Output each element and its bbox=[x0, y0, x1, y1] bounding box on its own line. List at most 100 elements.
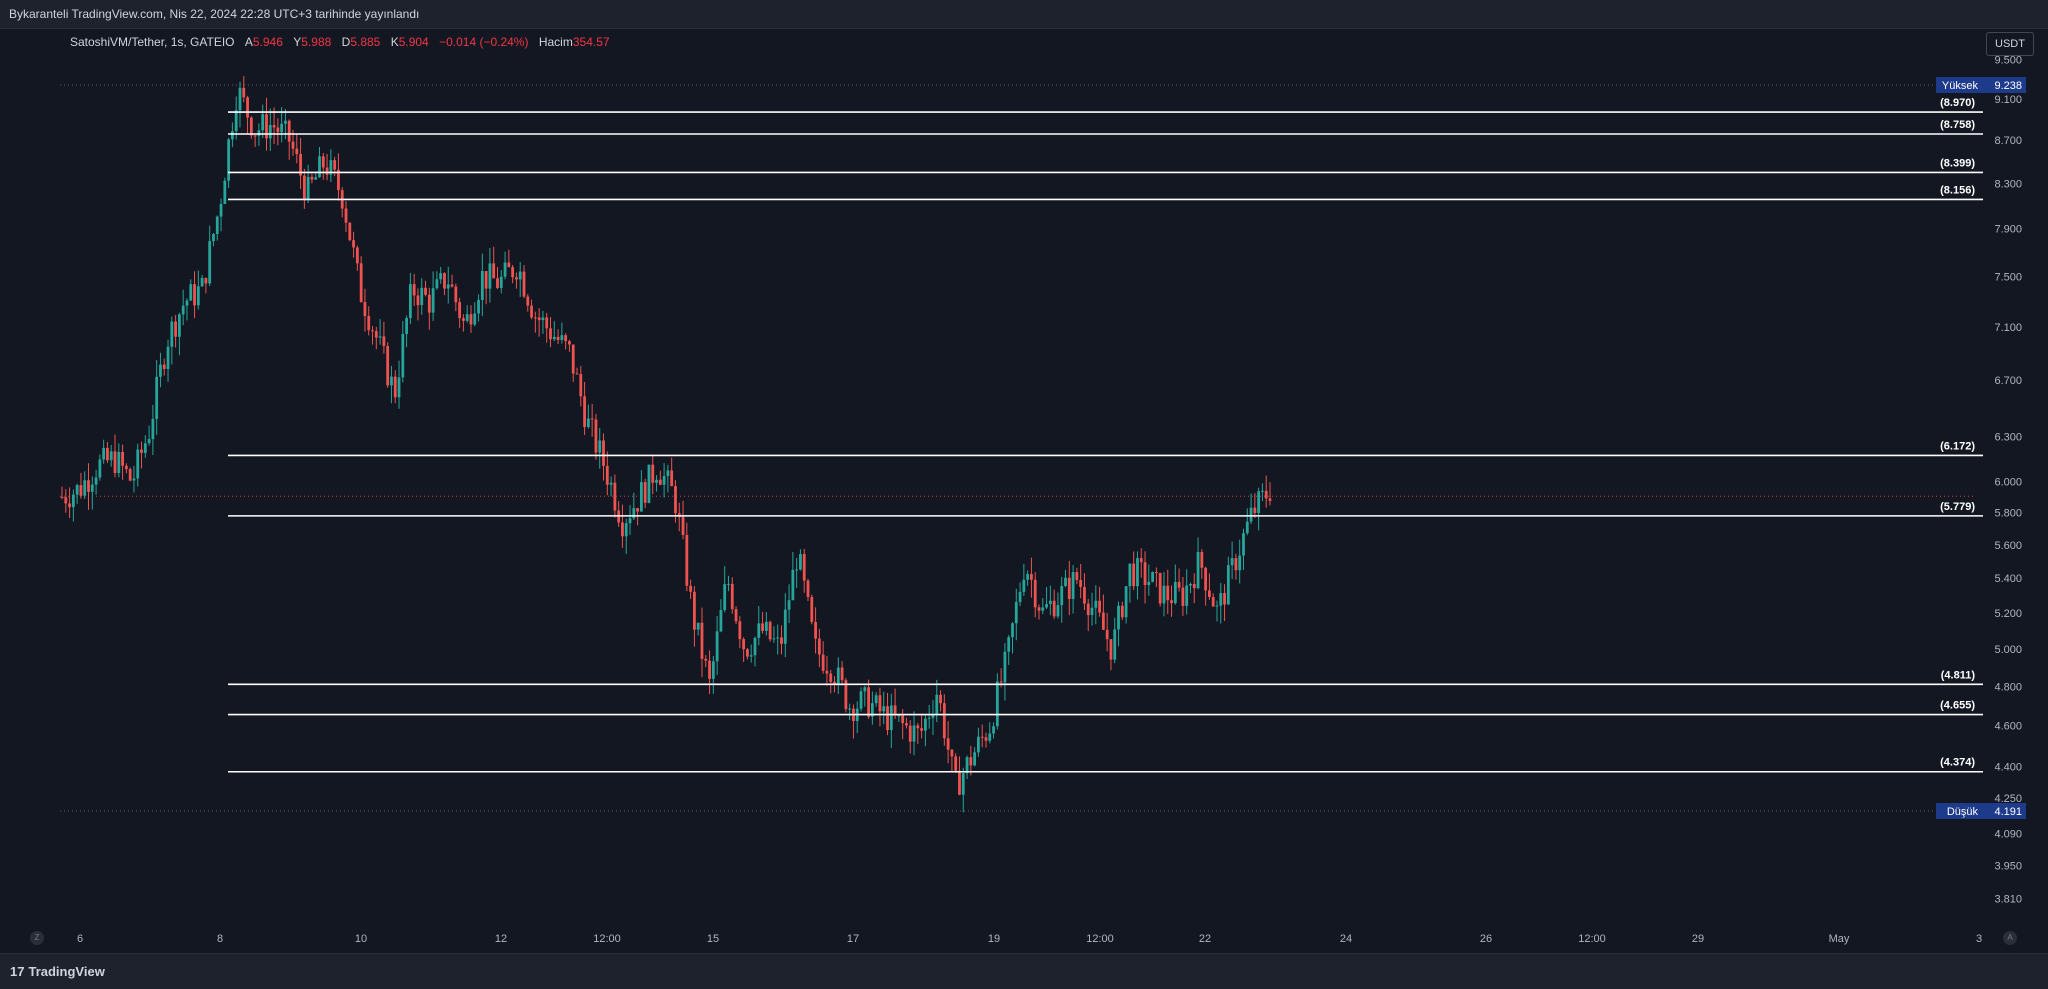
volume-value: 354.57 bbox=[572, 35, 610, 49]
candle-body bbox=[147, 439, 151, 444]
symbol-title[interactable]: SatoshiVM/Tether, 1s, GATEIO bbox=[70, 35, 235, 49]
candle-body bbox=[685, 535, 689, 586]
candle-body bbox=[1136, 558, 1139, 587]
open-label: A bbox=[244, 35, 253, 49]
candle-body bbox=[408, 284, 412, 319]
candle-body bbox=[363, 302, 367, 317]
candle-body bbox=[575, 373, 579, 375]
candle-body bbox=[352, 240, 355, 248]
candle-body bbox=[643, 482, 647, 503]
x-tick-label: 15 bbox=[707, 933, 719, 945]
candle-body bbox=[715, 631, 719, 662]
candle-body bbox=[859, 691, 863, 709]
currency-button[interactable]: USDT bbox=[1986, 32, 2034, 56]
candle-body bbox=[814, 622, 817, 639]
candle-body bbox=[75, 485, 79, 495]
candle-body bbox=[1007, 637, 1011, 652]
candle-body bbox=[295, 148, 299, 155]
candle-body bbox=[174, 321, 178, 337]
chart-area[interactable] bbox=[0, 29, 2048, 953]
session-low-value: 4.191 bbox=[1994, 806, 2022, 818]
candle-body bbox=[374, 331, 378, 338]
candle-body bbox=[424, 287, 427, 295]
candle-body bbox=[106, 447, 109, 461]
candle-body bbox=[958, 770, 961, 795]
candle-body bbox=[1003, 651, 1007, 683]
candle-body bbox=[518, 271, 522, 280]
candle-body bbox=[458, 302, 462, 319]
candle-body bbox=[450, 284, 454, 287]
auto-scale-button[interactable]: A bbox=[2003, 931, 2017, 945]
candle-body bbox=[371, 330, 374, 332]
candle-body bbox=[1249, 507, 1253, 522]
candle-body bbox=[639, 482, 643, 512]
candle-body bbox=[1238, 555, 1242, 571]
candle-body bbox=[1215, 605, 1219, 607]
candle-body bbox=[484, 271, 488, 289]
candle-body bbox=[515, 277, 518, 280]
y-tick-label: 4.400 bbox=[1994, 761, 2022, 773]
candle-body bbox=[980, 736, 984, 738]
scale-mode-button[interactable]: Z bbox=[30, 931, 44, 945]
candle-body bbox=[325, 167, 329, 175]
candle-body bbox=[526, 296, 530, 306]
candle-body bbox=[1067, 577, 1071, 599]
candle-body bbox=[1011, 623, 1014, 638]
candle-body bbox=[121, 451, 124, 466]
candle-body bbox=[1245, 521, 1249, 534]
y-tick-label: 6.700 bbox=[1994, 375, 2022, 387]
candle-body bbox=[579, 374, 583, 397]
candle-body bbox=[507, 262, 511, 268]
candle-body bbox=[1071, 572, 1075, 599]
candle-body bbox=[844, 680, 848, 710]
x-tick-label: 3 bbox=[1976, 933, 1982, 945]
candle-body bbox=[242, 87, 246, 98]
candle-body bbox=[874, 695, 878, 704]
candle-body bbox=[734, 609, 738, 622]
candle-body bbox=[1261, 490, 1264, 492]
candle-body bbox=[1242, 533, 1245, 556]
candle-body bbox=[908, 725, 912, 742]
candle-body bbox=[249, 117, 253, 136]
candle-body bbox=[310, 176, 314, 180]
candle-body bbox=[268, 124, 272, 139]
y-tick-label: 4.090 bbox=[1994, 828, 2022, 840]
candle-body bbox=[1060, 585, 1064, 606]
candle-body bbox=[973, 752, 977, 766]
x-tick-label: 17 bbox=[847, 933, 859, 945]
candle-body bbox=[602, 440, 605, 466]
candle-body bbox=[628, 518, 632, 524]
volume-label: Hacim bbox=[538, 35, 573, 49]
tradingview-logo-icon: 17 bbox=[10, 964, 25, 979]
candle-body bbox=[329, 160, 333, 175]
candle-body bbox=[605, 465, 609, 485]
candle-body bbox=[946, 738, 950, 750]
level-label: (8.970) bbox=[1940, 97, 1975, 109]
candle-body bbox=[1200, 552, 1204, 568]
candle-body bbox=[897, 715, 901, 717]
candle-body bbox=[314, 177, 318, 180]
candle-body bbox=[742, 639, 746, 650]
y-tick-label: 5.400 bbox=[1994, 573, 2022, 585]
candle-body bbox=[132, 478, 136, 481]
candle-body bbox=[318, 156, 321, 178]
candle-body bbox=[257, 130, 261, 136]
candle-body bbox=[1143, 562, 1147, 586]
candle-body bbox=[863, 687, 867, 692]
candle-body bbox=[920, 728, 924, 731]
candle-body bbox=[337, 169, 340, 191]
y-tick-label: 7.500 bbox=[1994, 271, 2022, 283]
y-tick-label: 3.950 bbox=[1994, 860, 2022, 872]
candle-body bbox=[496, 278, 499, 288]
candle-body bbox=[931, 714, 935, 718]
candle-body bbox=[1264, 490, 1268, 499]
candle-body bbox=[503, 262, 507, 277]
tradingview-logo[interactable]: 17 TradingView bbox=[10, 964, 105, 979]
candle-body bbox=[246, 97, 249, 118]
candle-body bbox=[670, 470, 674, 487]
candle-body bbox=[749, 655, 753, 657]
candle-body bbox=[1219, 593, 1223, 606]
candle-body bbox=[124, 465, 128, 470]
candle-body bbox=[253, 135, 257, 137]
